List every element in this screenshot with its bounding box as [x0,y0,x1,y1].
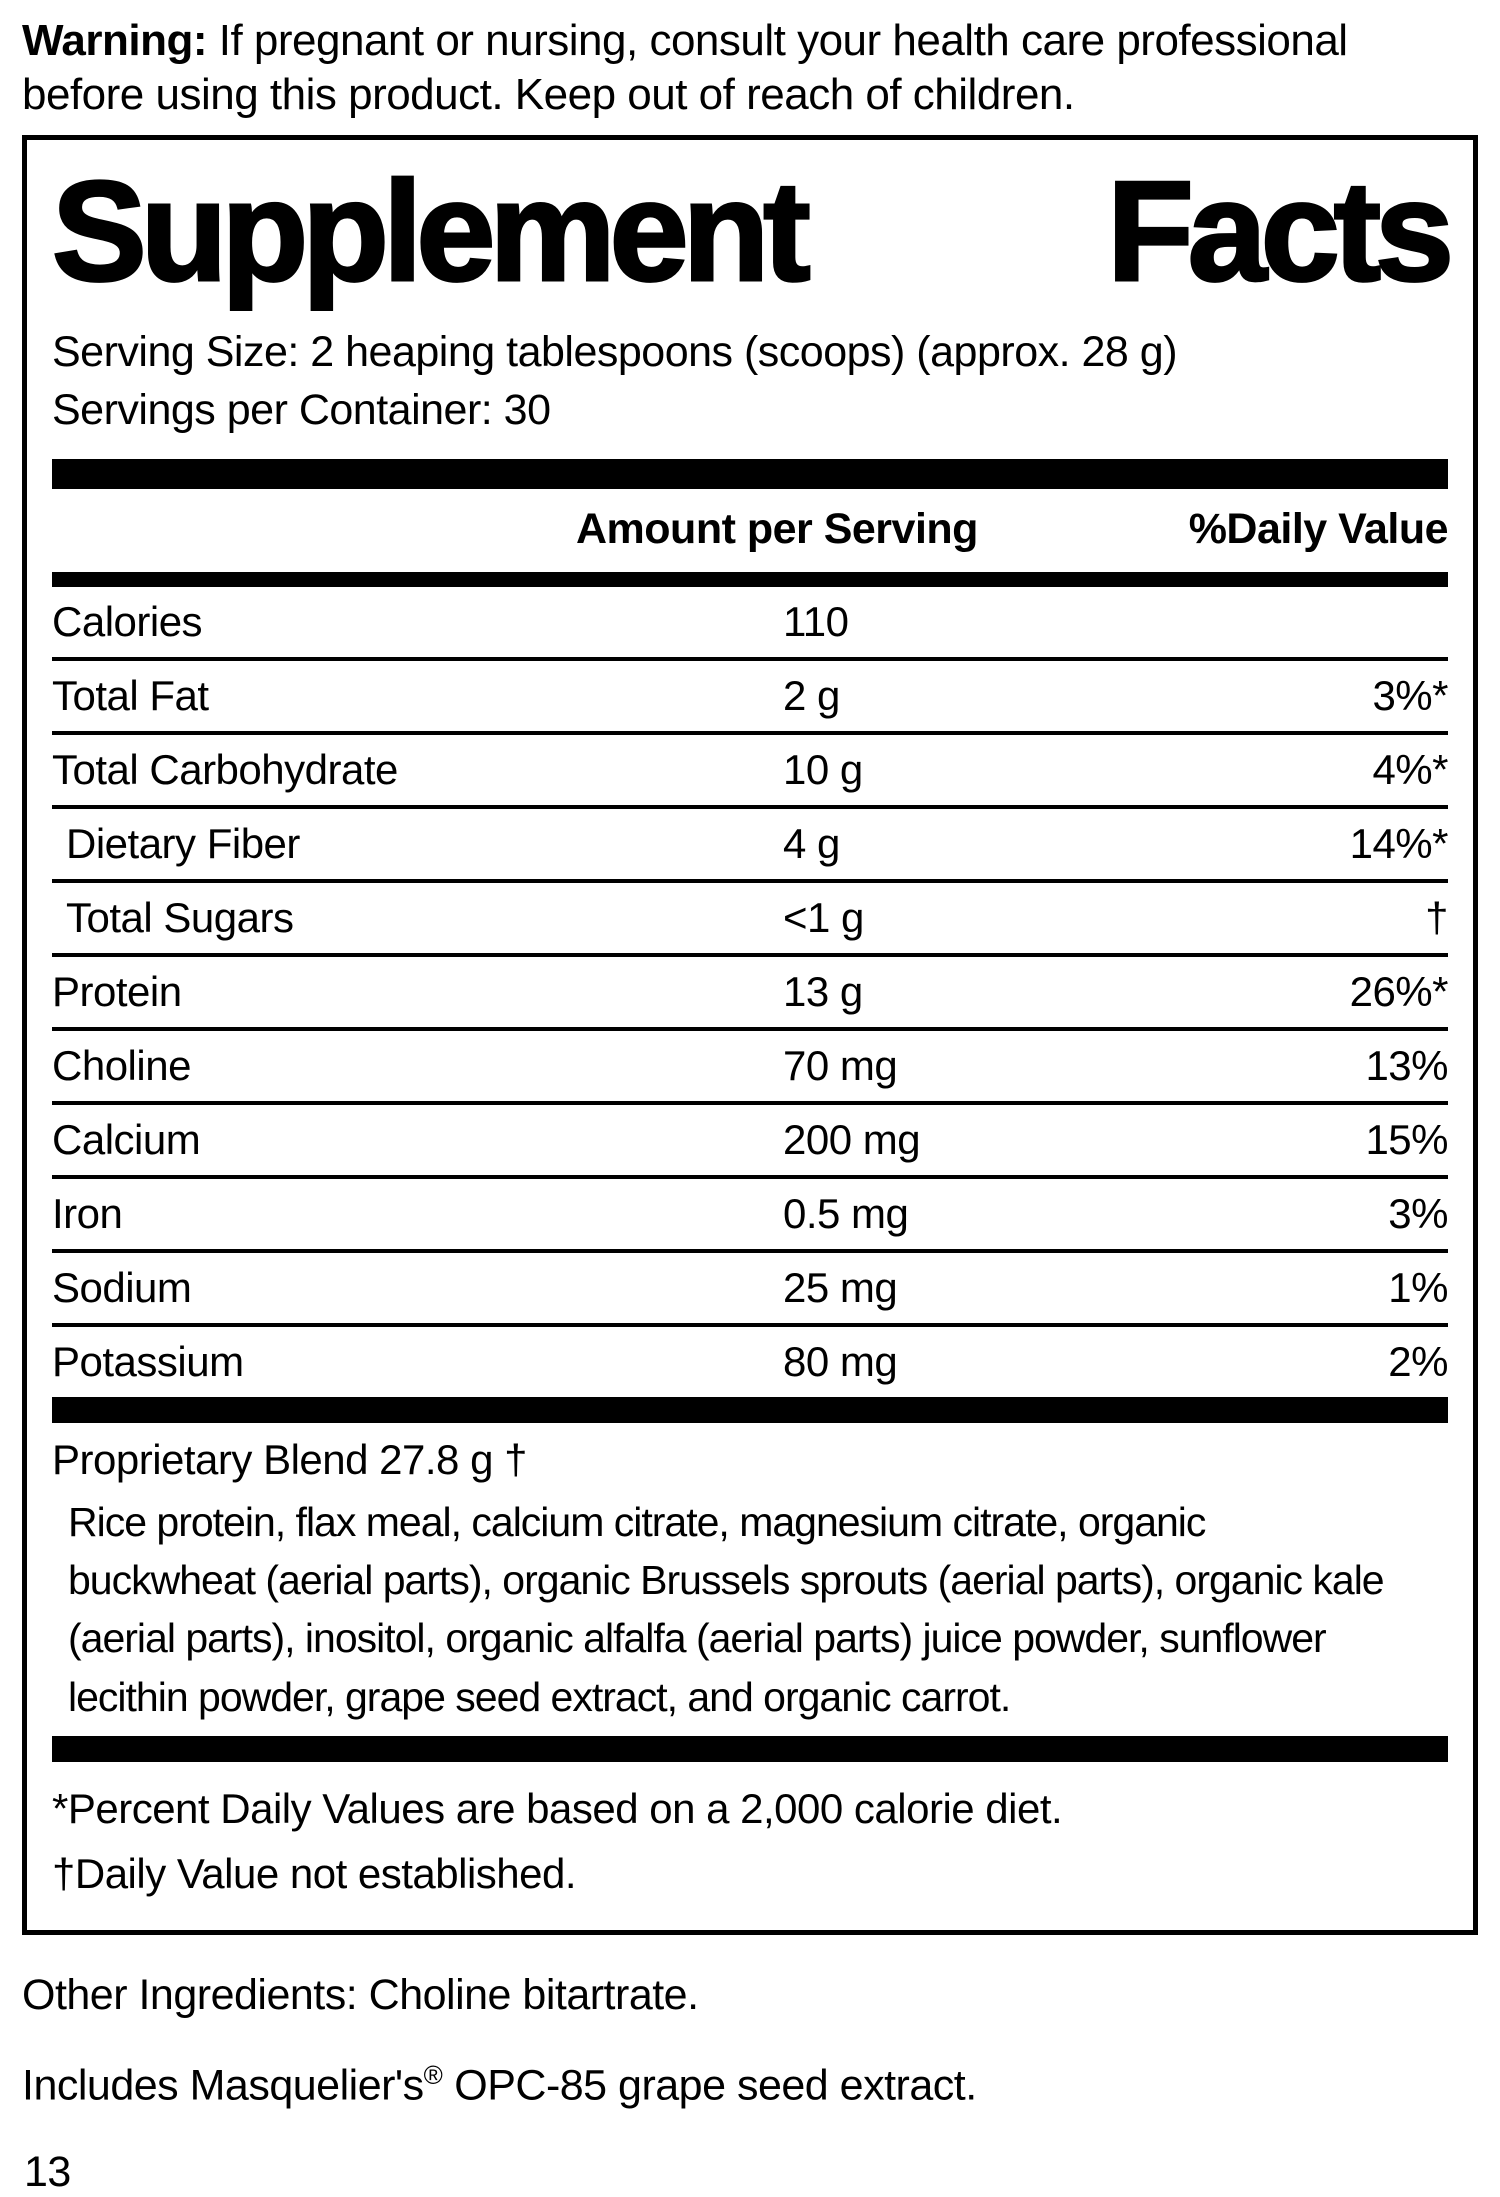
nutrient-daily-value: 2% [1388,1337,1448,1385]
column-header-daily-value: %Daily Value [1188,504,1449,553]
blend-daily-value: † [504,1435,527,1483]
table-row-total-fat: Total Fat 2 g 3%* [52,661,1448,735]
table-row-protein: Protein 13 g 26%* [52,957,1449,1031]
nutrient-amount: 10 g [783,745,863,793]
nutrient-daily-value: 14%* [1349,819,1449,867]
nutrient-name: Iron [52,1189,123,1237]
nutrient-daily-value: 3% [1388,1189,1448,1237]
nutrient-daily-value: 4%* [1372,745,1448,793]
registered-mark: ® [423,2060,443,2091]
includes-note: Includes Masquelier's® OPC-85 grape seed… [22,2060,1478,2110]
table-row-choline: Choline 70 mg 13% [52,1031,1448,1105]
blend-amount: 27.8 g [379,1435,493,1483]
nutrient-table: Calories 110 Total Fat 2 g 3%* Total Car… [52,587,1449,1397]
serving-size: Serving Size: 2 heaping tablespoons (sco… [52,328,1178,377]
nutrient-name: Potassium [52,1337,244,1385]
separator-bar-top [52,458,1448,489]
table-row-dietary-fiber: Dietary Fiber 4 g 14%* [52,809,1449,883]
table-header: Amount per Serving %Daily Value [52,489,1449,572]
nutrient-daily-value: 15% [1365,1115,1448,1163]
warning-text: Warning: If pregnant or nursing, consult… [22,14,1478,121]
nutrient-daily-value: † [1425,893,1448,941]
nutrient-name: Choline [52,1041,191,1089]
nutrient-name: Total Fat [52,671,209,719]
nutrient-amount: 13 g [783,967,863,1015]
panel-title: Supplement Facts [51,152,1456,312]
nutrient-amount: 80 mg [783,1337,898,1385]
panel-title-word-1: Supplement [51,152,813,312]
separator-bar-blend [52,1396,1448,1423]
nutrient-daily-value: 13% [1365,1041,1448,1089]
nutrient-name: Total Carbohydrate [52,745,398,793]
nutrient-daily-value: 26%* [1349,967,1449,1015]
nutrient-name: Calories [52,597,203,645]
table-row-iron: Iron 0.5 mg 3% [52,1179,1448,1253]
nutrient-amount: 25 mg [783,1263,898,1311]
column-header-amount: Amount per Serving [576,504,978,553]
proprietary-blend-row: Proprietary Blend 27.8 g † [52,1423,1448,1491]
table-row-total-sugars: Total Sugars <1 g † [52,883,1448,957]
nutrient-amount: 200 mg [783,1115,921,1163]
page-number: 13 [24,2148,71,2197]
nutrient-amount: <1 g [783,893,864,941]
nutrient-daily-value: 3%* [1372,671,1448,719]
panel-title-word-2: Facts [1106,152,1456,312]
table-row-calories: Calories 110 [52,587,1448,661]
supplement-facts-panel: Supplement Facts Serving Size: 2 heaping… [22,135,1478,1936]
separator-bar-footnotes [52,1735,1448,1762]
warning-label: Warning: [22,16,208,65]
nutrient-name: Sodium [52,1263,192,1311]
warning-body: If pregnant or nursing, consult your hea… [22,16,1348,119]
blend-ingredients: Rice protein, flax meal, calcium citrate… [68,1498,1385,1720]
nutrient-name: Calcium [52,1115,201,1163]
nutrient-amount: 0.5 mg [783,1189,909,1237]
separator-bar-header [52,571,1448,587]
nutrient-name: Dietary Fiber [66,819,300,867]
table-row-calcium: Calcium 200 mg 15% [52,1105,1448,1179]
blend-name: Proprietary Blend [52,1435,369,1483]
footnotes: *Percent Daily Values are based on a 2,0… [52,1784,1063,1897]
table-row-sodium: Sodium 25 mg 1% [52,1253,1448,1327]
nutrient-daily-value: 1% [1388,1263,1448,1311]
nutrient-amount: 4 g [783,819,840,867]
includes-prefix: Includes Masquelier's [22,2061,424,2110]
nutrient-name: Total Sugars [66,893,294,941]
servings-per-container: Servings per Container: 30 [52,386,551,435]
table-row-potassium: Potassium 80 mg 2% [52,1327,1448,1397]
other-ingredients: Other Ingredients: Choline bitartrate. [22,1971,699,2020]
includes-suffix: OPC-85 grape seed extract. [442,2061,977,2110]
table-row-total-carbohydrate: Total Carbohydrate 10 g 4%* [52,735,1448,809]
nutrient-name: Protein [52,967,182,1015]
nutrient-amount: 2 g [783,671,840,719]
nutrient-amount: 70 mg [783,1041,898,1089]
nutrient-amount: 110 [783,597,849,645]
